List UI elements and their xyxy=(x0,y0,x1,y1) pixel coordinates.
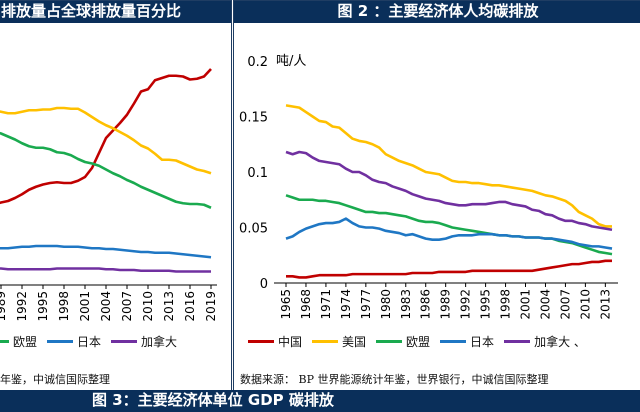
legend-label-china: 中国 xyxy=(278,333,302,350)
legend-label-usa: 美国 xyxy=(342,333,366,350)
x-tick-label: 1995 xyxy=(36,291,50,322)
x-tick-label: 2013 xyxy=(162,291,176,322)
right-chart-source: 数据来源： BP 世界能源统计年鉴，世界银行，中诚信国际整理 xyxy=(240,371,548,387)
right-chart-panel: 图 2 ：主要经济体人均碳排放 0 0.05 0.1 0.15 0.2 吨/人 1965 19… xyxy=(233,0,640,392)
legend-swatch-usa xyxy=(312,340,338,343)
right-chart-title: 图 2 ：主要经济体人均碳排放 xyxy=(234,1,640,23)
y-tick-label: 0.15 xyxy=(239,111,268,126)
y-tick-label: 0 xyxy=(260,277,268,292)
legend-swatch-eu xyxy=(376,340,402,343)
x-tick-label: 1968 xyxy=(299,289,313,320)
x-tick-label: 2007 xyxy=(120,291,134,322)
left-chart-panel: 排放量占全球排放量百分比 1989 1992 1995 1998 2001 2004 200… xyxy=(0,0,232,392)
legend-item-eu: 欧盟 xyxy=(376,333,430,350)
y-axis-label: 吨/人 xyxy=(276,54,306,69)
series-line-left-日本 xyxy=(0,246,211,257)
x-tick-label: 1974 xyxy=(339,289,353,320)
left-chart-legend: 欧盟 日本 加拿大 xyxy=(0,333,187,350)
x-tick-label: 2001 xyxy=(519,289,533,320)
x-tick-label: 2010 xyxy=(578,289,592,320)
legend-swatch-canada xyxy=(504,340,530,343)
x-tick-label: 1977 xyxy=(359,289,373,320)
series-line-right-美国 xyxy=(286,105,612,226)
right-chart-plot: 0 0.05 0.1 0.15 0.2 吨/人 1965 1968 1971 1974 1977 19… xyxy=(234,23,640,363)
x-tick-label: 2013 xyxy=(598,289,612,320)
x-tick-label: 2001 xyxy=(78,291,92,322)
legend-swatch-japan xyxy=(440,340,466,343)
left-chart-plot: 1989 1992 1995 1998 2001 2004 2007 2010 2013 2016… xyxy=(0,23,231,363)
legend-swatch-japan xyxy=(47,340,73,343)
legend-label-eu: 欧盟 xyxy=(406,333,430,350)
legend-item-japan: 日本 xyxy=(440,333,494,350)
x-tick-label: 1971 xyxy=(319,289,333,320)
left-chart-title: 排放量占全球排放量百分比 xyxy=(0,1,232,23)
x-tick-label: 2016 xyxy=(183,291,197,322)
x-tick-label: 1989 xyxy=(0,291,8,322)
x-tick-label: 1998 xyxy=(57,291,71,322)
x-tick-label: 1992 xyxy=(459,289,473,320)
legend-item-china: 中国 xyxy=(248,333,302,350)
x-tick-label: 1965 xyxy=(279,289,293,320)
y-tick-label: 0.05 xyxy=(239,222,268,237)
series-line-left-中国 xyxy=(0,69,211,206)
legend-item-japan-left: 日本 xyxy=(47,333,101,350)
x-tick-label: 2007 xyxy=(558,289,572,320)
legend-item-usa: 美国 xyxy=(312,333,366,350)
right-chart-legend: 中国 美国 欧盟 日本 加拿大 、 xyxy=(248,333,596,350)
series-line-right-日本 xyxy=(286,219,612,249)
x-tick-label: 2019 xyxy=(204,291,218,322)
x-tick-label: 1983 xyxy=(399,289,413,320)
legend-item-eu-left: 欧盟 xyxy=(0,333,37,350)
series-line-right-加拿大 xyxy=(286,152,612,230)
legend-item-canada: 加拿大 、 xyxy=(504,333,586,350)
series-line-right-中国 xyxy=(286,261,612,278)
x-tick-label: 1980 xyxy=(379,289,393,320)
legend-label-eu: 欧盟 xyxy=(13,333,37,350)
x-tick-label: 1989 xyxy=(439,289,453,320)
legend-label-canada: 加拿大 、 xyxy=(534,333,586,350)
x-tick-label: 1992 xyxy=(15,291,29,322)
figure-3-title: 图 3：主要经济体单位 GDP 碳排放 xyxy=(0,390,640,412)
x-tick-label: 1995 xyxy=(479,289,493,320)
x-tick-label: 1998 xyxy=(499,289,513,320)
left-chart-source: 年鉴，中诚信国际整理 xyxy=(0,371,110,387)
x-tick-label: 2004 xyxy=(538,289,552,320)
y-tick-label: 0.1 xyxy=(247,166,268,181)
legend-label-canada: 加拿大 xyxy=(141,333,177,350)
legend-swatch-eu xyxy=(0,340,9,343)
legend-item-canada-left: 加拿大 xyxy=(111,333,177,350)
x-tick-label: 2004 xyxy=(99,291,113,322)
y-tick-label: 0.2 xyxy=(247,55,268,70)
legend-label-japan: 日本 xyxy=(470,333,494,350)
legend-swatch-canada xyxy=(111,340,137,343)
x-tick-label: 2010 xyxy=(141,291,155,322)
x-tick-label: 1986 xyxy=(419,289,433,320)
series-line-left-加拿大 xyxy=(0,269,211,272)
legend-label-japan: 日本 xyxy=(77,333,101,350)
legend-swatch-china xyxy=(248,340,274,343)
